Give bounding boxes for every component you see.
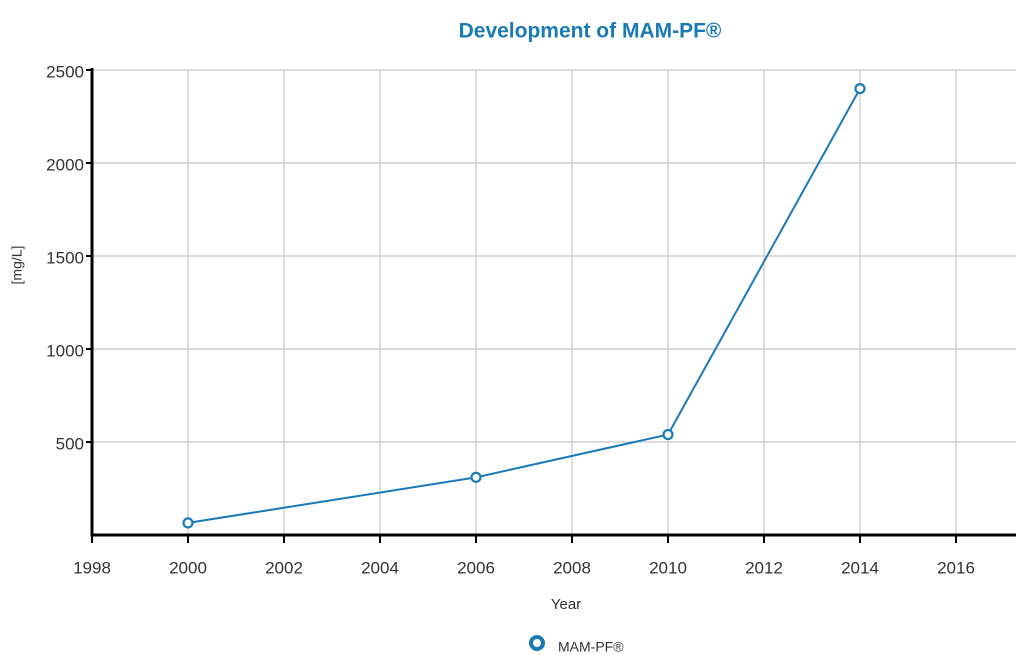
point	[662, 428, 674, 441]
legend-marker	[529, 635, 545, 651]
x-tick-label: 2014	[841, 558, 879, 577]
x-tick-label: 2012	[745, 558, 783, 577]
y-tick-label: 1000	[46, 341, 84, 360]
x-axis-label: Year	[551, 596, 581, 613]
legend-label: MAM-PF®	[558, 639, 624, 655]
y-tick-label: 1500	[46, 248, 84, 267]
point	[854, 82, 866, 95]
x-tick-label: 2004	[361, 558, 399, 577]
x-tick-label: 2016	[937, 558, 975, 577]
x-tick-label: 2000	[169, 558, 207, 577]
y-tick-label: 2000	[46, 155, 84, 174]
x-tick-label: 2002	[265, 558, 303, 577]
point	[182, 517, 194, 529]
y-axis-label: [mg/L]	[9, 246, 25, 285]
x-tick-label: 2010	[649, 558, 687, 577]
x-tick-label: 2006	[457, 558, 495, 577]
y-tick-label: 2500	[46, 62, 84, 81]
x-tick-label: 1998	[73, 558, 111, 577]
chart-title: Development of MAM-PF®	[459, 20, 722, 43]
line	[187, 88, 861, 524]
x-tick-label: 2008	[553, 558, 591, 577]
point	[470, 471, 482, 483]
y-tick-label: 500	[56, 434, 84, 453]
